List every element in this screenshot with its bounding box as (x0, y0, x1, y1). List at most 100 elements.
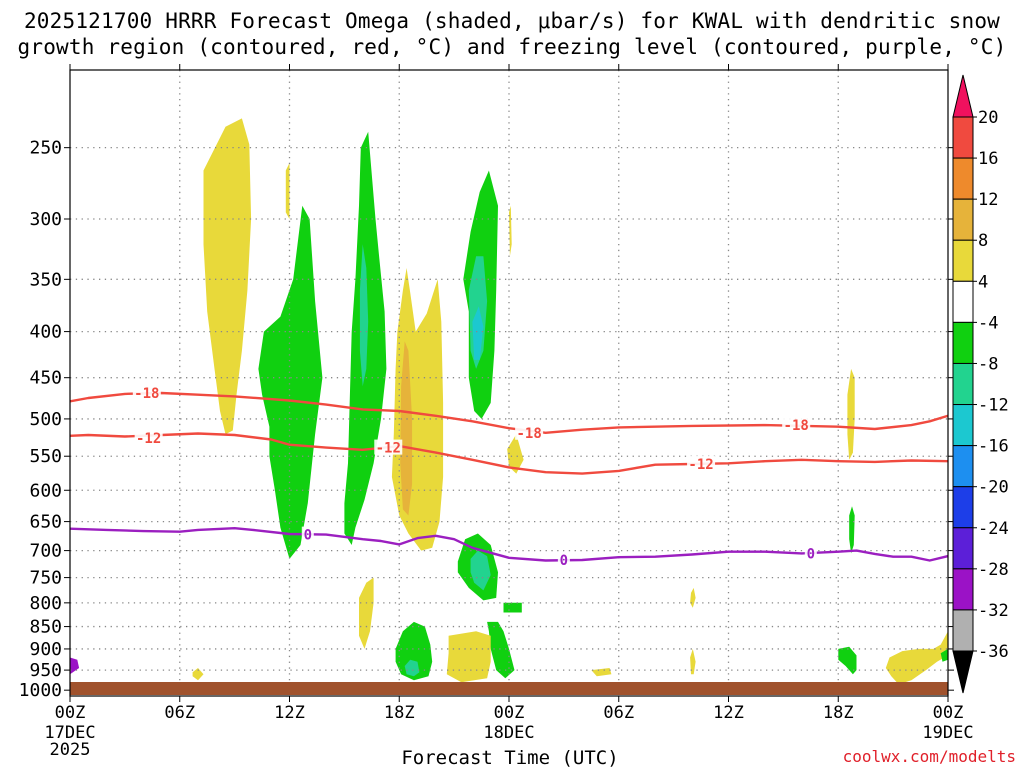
colorbar-label-0: 20 (978, 108, 998, 128)
contour-label-freezing_0-1: 0 (560, 553, 568, 569)
y-tick-label-1000: 1000 (19, 680, 62, 701)
colorbar-label-10: -24 (978, 519, 1009, 539)
contour-dgz_-12 (70, 432, 948, 475)
omega-region-rise-34z (690, 587, 696, 608)
omega-region-rise-07z-low (192, 668, 204, 681)
omega-region-sink-23z-core (470, 550, 491, 591)
omega-region-sink-12z (258, 205, 323, 559)
colorbar: 20 16 12 8 4 -4 -8 -12 -16 -20 -24 -28 -32 -36 (952, 74, 1009, 694)
contour-label-freezing_0-2: 0 (807, 546, 815, 562)
omega-region-rise-25z-small (507, 434, 524, 474)
x-tick-label-24: 00Z (494, 703, 525, 723)
omega-region-sink-43z-low (838, 646, 857, 675)
y-tick-label-800: 800 (29, 593, 62, 614)
y-tick-label-350: 350 (29, 269, 62, 290)
omega-region-rise-08z (203, 118, 252, 435)
y-tick-label-400: 400 (29, 322, 62, 343)
colorbar-box-0 (952, 116, 974, 159)
contour-label-bg-dgz_-18-1 (515, 424, 544, 440)
x-tick-label-6: 06Z (164, 703, 195, 723)
colorbar-label-8: -16 (978, 437, 1009, 457)
colorbar-label-4: 4 (978, 272, 988, 292)
y-tick-label-650: 650 (29, 512, 62, 533)
y-tick-label-950: 950 (29, 660, 62, 681)
x-day-label-0: 17DEC (44, 723, 95, 743)
omega-region-rise-28z-low (591, 668, 612, 677)
colorbar-label-12: -32 (978, 601, 1009, 621)
x-day-label-48: 19DEC (922, 723, 973, 743)
x-tick-label-18: 18Z (384, 703, 415, 723)
x-axis-label: Forecast Time (UTC) (401, 747, 618, 768)
omega-region-rise-43z (847, 368, 855, 460)
contour-freezing_0 (70, 527, 948, 562)
contour-label-dgz_-12-0: -12 (136, 431, 161, 447)
colorbar-top-arrow (952, 74, 974, 118)
omega-region-rise-46z-low (885, 631, 948, 685)
contour-label-dgz_-12-2: -12 (688, 457, 713, 473)
x-tick-label-42: 18Z (823, 703, 854, 723)
credit-link[interactable]: coolwx.com/modelts (843, 747, 1016, 766)
omega-region-rise-34z-low (690, 648, 696, 675)
x-tick-label-12: 12Z (274, 703, 305, 723)
grid-layer (70, 70, 948, 696)
x-tick-label-0: 00Z (55, 703, 86, 723)
omega-region-purple-edge (70, 657, 80, 675)
colorbar-box-7 (952, 404, 974, 447)
y-tick-label-250: 250 (29, 138, 62, 159)
ground-bar (70, 682, 948, 695)
contour-label-dgz_-18-0: -18 (134, 386, 159, 402)
colorbar-box-6 (952, 362, 974, 406)
omega-region-sink-47z-low (940, 648, 948, 662)
contour-label-freezing_0-0: 0 (304, 528, 312, 544)
contour-label-bg-dgz_-18-2 (782, 417, 811, 433)
y-tick-label-750: 750 (29, 568, 62, 589)
colorbar-label-9: -20 (978, 478, 1009, 498)
omega-region-rise-12z-top (285, 163, 290, 219)
omega-region-rise-21z-low (446, 631, 491, 683)
contour-label-bg-dgz_-12-1 (374, 439, 403, 455)
contour-label-bg-dgz_-12-2 (687, 455, 716, 471)
colorbar-box-9 (952, 486, 974, 529)
chart-title-line2: growth region (contoured, red, °C) and f… (17, 35, 1007, 59)
colorbar-label-3: 8 (978, 231, 988, 251)
x-day-label-24: 18DEC (483, 723, 534, 743)
colorbar-box-5 (952, 321, 974, 364)
contour-label-bg-freezing_0-1 (557, 551, 570, 567)
colorbar-label-2: 12 (978, 190, 998, 210)
y-tick-label-900: 900 (29, 639, 62, 660)
x-tick-label-30: 06Z (603, 703, 634, 723)
colorbar-label-11: -28 (978, 560, 1009, 580)
contour-dgz_-18 (70, 391, 948, 434)
contour-label-bg-dgz_-12-0 (134, 430, 163, 446)
omega-region-sink-19z-core (404, 659, 420, 677)
y-tick-label-550: 550 (29, 446, 62, 467)
contour-layer: -18 -18 -18 -12 -12 -12 0 0 0 (70, 385, 948, 569)
contour-label-bg-freezing_0-0 (301, 526, 314, 542)
colorbar-box-8 (952, 445, 974, 488)
y-tick-label-850: 850 (29, 617, 62, 638)
colorbar-box-4 (952, 280, 974, 323)
colorbar-box-11 (952, 568, 974, 611)
omega-region-sink-21z-inner (472, 306, 484, 360)
omega-region-rise-16z-low (359, 577, 374, 649)
y-tick-label-700: 700 (29, 541, 62, 562)
y-tick-label-500: 500 (29, 409, 62, 430)
colorbar-box-2 (952, 198, 974, 241)
colorbar-label-6: -8 (978, 354, 998, 374)
contour-label-dgz_-18-2: -18 (784, 418, 809, 434)
y-tick-label-300: 300 (29, 209, 62, 230)
colorbar-box-12 (952, 609, 974, 652)
x-year-label-0: 2025 (50, 740, 91, 760)
colorbar-box-3 (952, 239, 974, 282)
x-tick-label-36: 12Z (713, 703, 744, 723)
y-tick-label-600: 600 (29, 480, 62, 501)
colorbar-label-13: -36 (978, 642, 1009, 662)
omega-region-rise-24z-top (509, 205, 512, 257)
contour-label-dgz_-18-1: -18 (516, 426, 541, 442)
y-axis: 2503003504004505005506006507007508008509… (19, 138, 954, 701)
contour-label-bg-dgz_-18-0 (132, 385, 161, 401)
omega-region-sink-24z-small (503, 602, 522, 613)
colorbar-label-1: 16 (978, 149, 998, 169)
